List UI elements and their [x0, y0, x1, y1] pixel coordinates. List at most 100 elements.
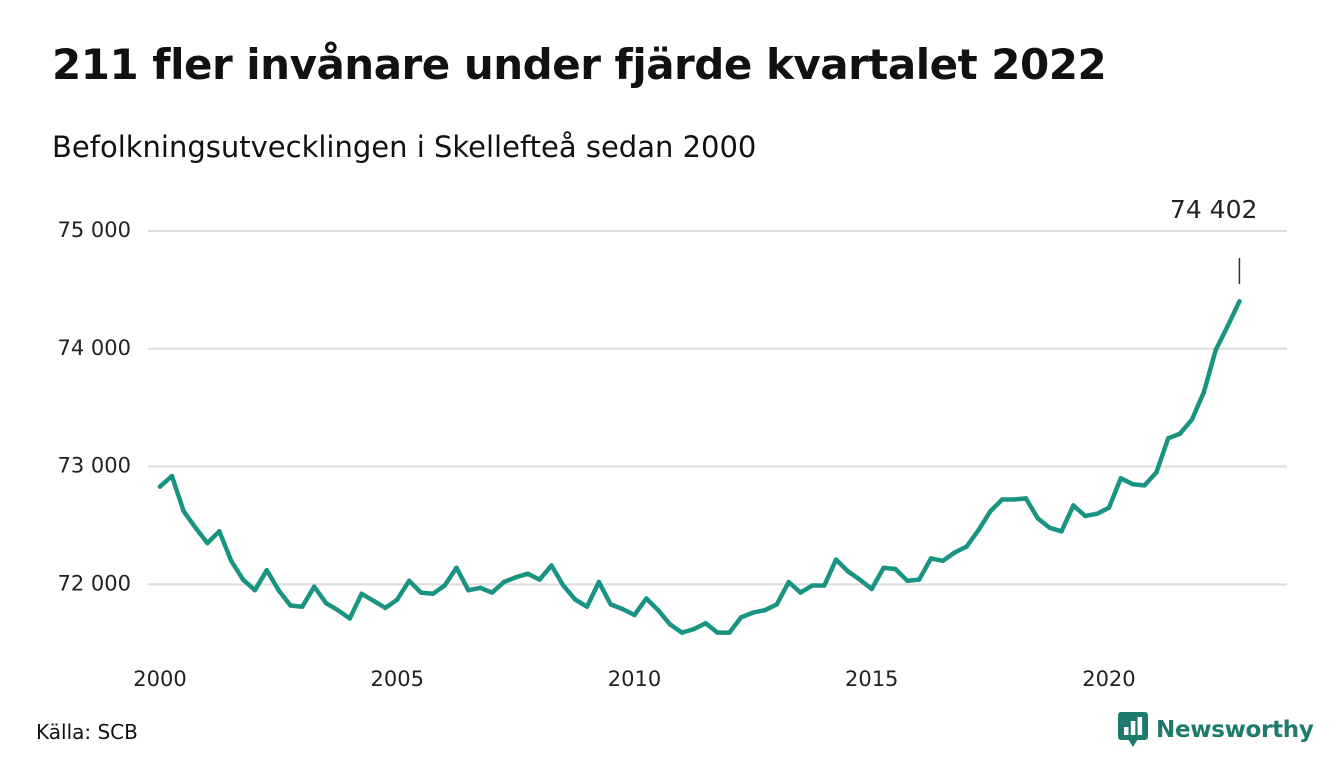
data-point: [323, 600, 329, 606]
gridlines: [148, 230, 1287, 586]
data-point: [655, 607, 661, 613]
data-point: [916, 577, 922, 582]
data-point: [1082, 513, 1088, 519]
data-point: [1130, 481, 1135, 487]
series-layer: [157, 299, 1242, 635]
annotation-layer: 74 402: [1170, 195, 1257, 284]
brand-name: Newsworthy: [1156, 717, 1314, 743]
data-point: [537, 577, 542, 582]
data-point: [394, 597, 400, 602]
y-tick-label: 73 000: [58, 454, 131, 478]
data-point: [905, 578, 910, 584]
x-axis-tick-labels: 2000 2005 2010 2015 2020: [133, 667, 1135, 691]
data-point: [1237, 299, 1242, 304]
data-point: [1154, 470, 1159, 475]
chart-title: 211 fler invånare under fjärde kvartalet…: [52, 40, 1107, 89]
data-point: [252, 587, 258, 593]
data-point: [525, 571, 530, 576]
data-point: [750, 610, 756, 615]
data-point: [561, 583, 566, 588]
data-point: [1011, 497, 1017, 502]
data-point: [300, 604, 305, 609]
data-point: [1142, 483, 1147, 488]
data-point: [893, 566, 898, 572]
data-point: [466, 587, 471, 593]
data-point: [454, 565, 459, 571]
data-point: [501, 579, 507, 585]
data-point: [240, 577, 246, 582]
x-tick-label: 2000: [133, 667, 186, 691]
data-point: [383, 605, 388, 611]
y-tick-label: 75 000: [58, 218, 131, 242]
data-point: [442, 583, 447, 588]
data-point: [1094, 511, 1100, 516]
data-point: [1035, 516, 1041, 521]
data-point: [584, 604, 590, 609]
data-point: [193, 525, 198, 531]
data-point: [572, 597, 578, 602]
data-point: [359, 591, 364, 597]
data-point: [857, 577, 863, 582]
data-point: [288, 603, 293, 608]
y-axis-tick-labels: 72 000 73 000 74 000 75 000: [58, 218, 131, 595]
data-point: [157, 484, 163, 489]
data-point: [691, 626, 697, 632]
data-point: [679, 630, 685, 635]
data-point: [999, 497, 1005, 502]
data-point: [371, 598, 376, 604]
data-point: [347, 616, 353, 621]
data-point: [798, 590, 803, 595]
x-tick-label: 2020: [1082, 667, 1135, 691]
data-point: [727, 630, 732, 635]
x-tick-label: 2005: [371, 667, 424, 691]
data-point: [762, 607, 768, 613]
data-point: [644, 596, 649, 601]
data-point: [869, 586, 874, 592]
x-tick-label: 2015: [845, 667, 898, 691]
data-point: [1023, 496, 1029, 501]
data-point: [1047, 525, 1052, 531]
data-point: [703, 620, 708, 626]
data-point: [1059, 529, 1064, 534]
data-point: [478, 585, 483, 591]
data-point: [205, 540, 210, 546]
data-point: [976, 527, 981, 533]
data-point: [264, 567, 270, 573]
data-point: [667, 622, 673, 627]
source-note: Källa: SCB: [36, 720, 138, 744]
data-point: [786, 579, 791, 585]
data-point: [964, 544, 969, 549]
chart-subtitle: Befolkningsutvecklingen i Skellefteå sed…: [52, 130, 757, 164]
data-point: [228, 558, 234, 564]
data-point: [181, 509, 186, 514]
data-point: [608, 602, 613, 607]
newsworthy-logo[interactable]: Newsworthy: [1118, 712, 1314, 748]
bar-chart-speech-bubble-icon: [1118, 712, 1148, 747]
data-point: [217, 529, 222, 534]
data-point: [489, 590, 495, 595]
data-point: [1118, 476, 1124, 481]
data-point: [513, 575, 519, 580]
data-point: [1201, 390, 1207, 395]
annotation-label: 74 402: [1170, 195, 1257, 224]
data-point: [1177, 431, 1183, 436]
data-point: [1106, 505, 1112, 511]
data-point: [833, 557, 839, 562]
data-point: [596, 579, 602, 585]
data-point: [822, 583, 827, 588]
data-point: [940, 558, 946, 564]
x-tick-label: 2010: [608, 667, 661, 691]
data-point: [632, 612, 637, 618]
data-point: [335, 607, 341, 613]
data-point: [406, 578, 412, 584]
data-point: [549, 563, 554, 568]
data-point: [881, 565, 886, 571]
data-point: [715, 630, 720, 635]
data-point: [276, 587, 281, 593]
data-point: [928, 556, 934, 561]
data-point: [1189, 417, 1195, 422]
data-point: [952, 550, 957, 555]
data-point: [1071, 503, 1076, 508]
data-point: [1165, 436, 1171, 441]
